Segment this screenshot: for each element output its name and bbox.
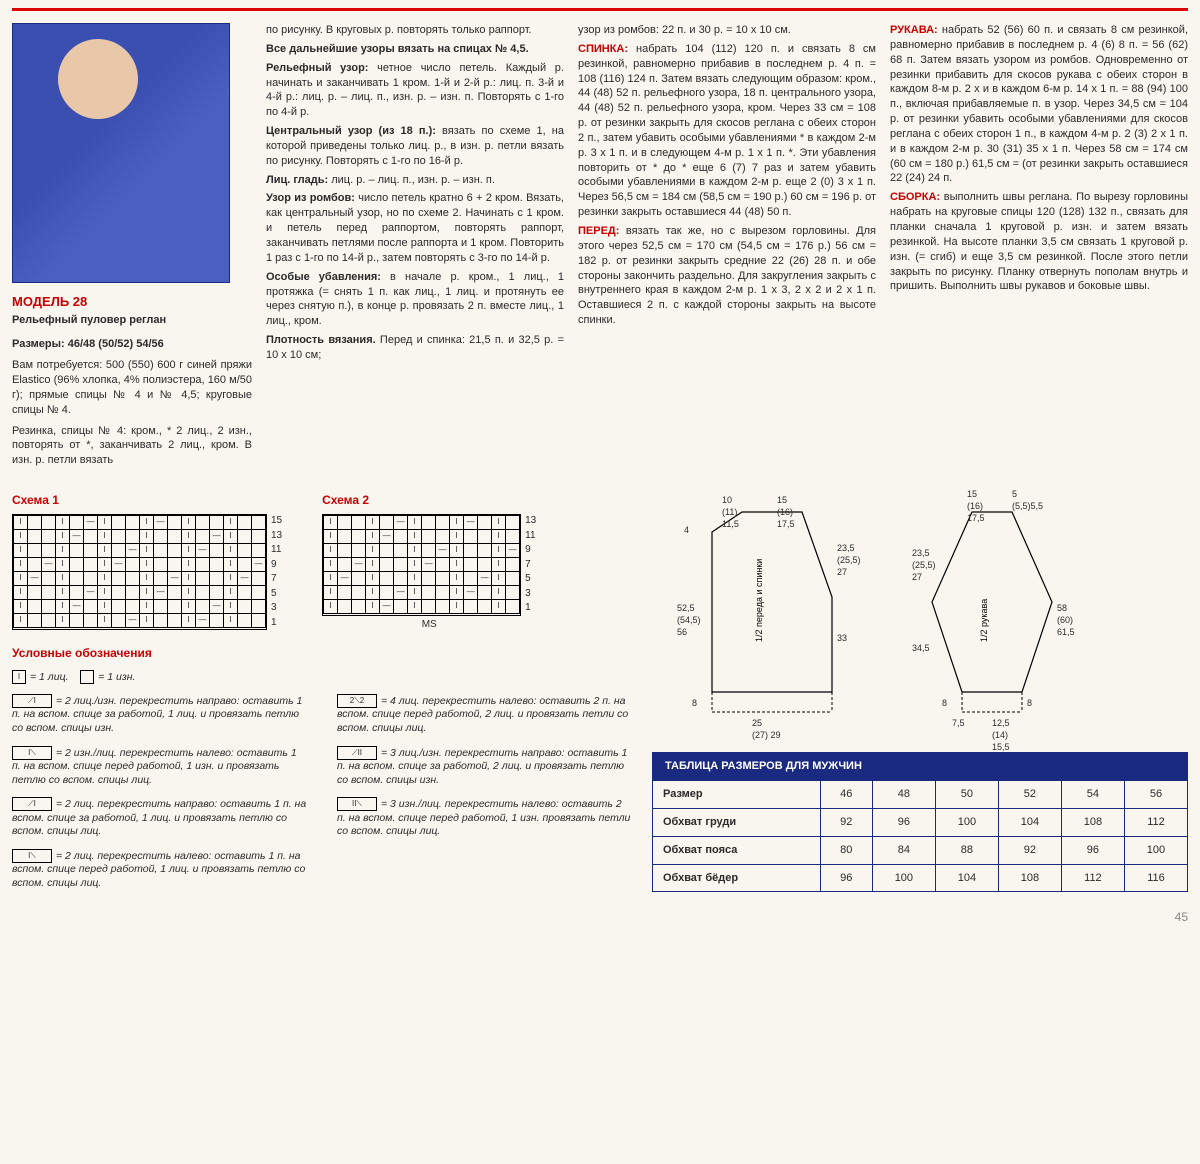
- column-4: РУКАВА: набрать 52 (56) 60 п. и связать …: [890, 23, 1188, 474]
- lower-section: Схема 1 II—II—IIII—III—IIII—II—II—II—III…: [12, 492, 1188, 901]
- sizes: Размеры: 46/48 (50/52) 54/56: [12, 337, 252, 352]
- c2-p4: Центральный узор (из 18 п.): вязать по с…: [266, 124, 564, 169]
- c2-p2: Все дальнейшие узоры вязать на спицах № …: [266, 42, 564, 57]
- sdim-hem: 8: [942, 697, 947, 709]
- dim-hem: 8: [692, 697, 697, 709]
- dim-w: 33: [837, 632, 847, 644]
- schema-row: Схема 1 II—II—IIII—III—IIII—II—II—II—III…: [12, 492, 632, 631]
- legend-col-left: ⟋I= 2 лиц./изн. перекрестить направо: ос…: [12, 694, 307, 901]
- legend-columns: ⟋I= 2 лиц./изн. перекрестить направо: ос…: [12, 694, 632, 901]
- c4-p2: СБОРКА: выполнить швы реглана. По вырезу…: [890, 190, 1188, 294]
- schema-1: Схема 1 II—II—IIII—III—IIII—II—II—II—III…: [12, 492, 282, 631]
- lower-left: Схема 1 II—II—IIII—III—IIII—II—II—II—III…: [12, 492, 632, 901]
- leg-l5: ⟋I= 2 лиц. перекрестить направо: оставит…: [12, 797, 307, 839]
- leg-r2: ⟋II= 3 лиц./изн. перекрестить направо: о…: [337, 746, 632, 788]
- leg-l3: ⟋I= 2 лиц./изн. перекрестить направо: ос…: [12, 694, 307, 736]
- sdim-tot: 58(60)61,5: [1057, 602, 1075, 638]
- model-photo: [12, 23, 230, 283]
- schema-1-grid: II—II—IIII—III—IIII—II—II—II—III—I—III—I…: [12, 514, 267, 630]
- size-table-header-row: Размер464850525456: [653, 780, 1188, 808]
- column-3: узор из ромбов: 22 п. и 30 р. = 10 х 10 …: [578, 23, 876, 474]
- leg-r1: 2⟍2= 4 лиц. перекрестить налево: оставит…: [337, 694, 632, 736]
- schema-2-labels: 131197531: [521, 514, 536, 616]
- size-hdr: 54: [1061, 780, 1124, 808]
- schema-1-title: Схема 1: [12, 492, 282, 508]
- body-label: 1/2 переда и спинки: [754, 559, 764, 642]
- sdim-tw: 15(16)17,5: [967, 488, 985, 524]
- yarn-req: Вам потребуется: 500 (550) 600 г синей п…: [12, 358, 252, 417]
- schema-2-grid: II—II—III—IIIIII—II—I—II—III—III—III—II—…: [322, 514, 521, 616]
- rib-spec: Резинка, спицы № 4: кром., * 2 лиц., 2 и…: [12, 424, 252, 469]
- sleeve-piece: 1/2 рукава 5(5,5)5,5 15(16)17,5 23,5(25,…: [912, 502, 1072, 725]
- c2-p7: Особые убавления: в начале р. кром., 1 л…: [266, 270, 564, 329]
- dim-tl: 10(11)11,5: [722, 494, 739, 530]
- leg-l6: I⟍= 2 лиц. перекрестить налево: оставить…: [12, 849, 307, 891]
- schema-2-title: Схема 2: [322, 492, 536, 508]
- model-name: Рельефный пуловер реглан: [12, 313, 252, 328]
- sdim-rag: 23,5(25,5)27: [912, 547, 936, 583]
- top-red-bar: [12, 8, 1188, 11]
- dim-bot: 25(27) 29: [752, 717, 781, 741]
- main-text-columns: МОДЕЛЬ 28 Рельефный пуловер реглан Разме…: [12, 23, 1188, 474]
- size-table-title: ТАБЛИЦА РАЗМЕРОВ ДЛЯ МУЖЧИН: [653, 753, 1188, 781]
- column-1: МОДЕЛЬ 28 Рельефный пуловер реглан Разме…: [12, 23, 252, 474]
- leg-l4: I⟍= 2 изн./лиц. перекрестить налево: ост…: [12, 746, 307, 788]
- c4-p1: РУКАВА: набрать 52 (56) 60 п. и связать …: [890, 23, 1188, 186]
- sdim-side: 34,5: [912, 642, 930, 654]
- ms-label: MS: [322, 618, 536, 632]
- sdim-bl: 7,5: [952, 717, 965, 729]
- size-hdr: 52: [998, 780, 1061, 808]
- size-hdr: 46: [820, 780, 872, 808]
- lower-right: 1/2 переда и спинки 10(11)11,5 15(16)17,…: [652, 492, 1188, 901]
- table-row: Обхват пояса8084889296100: [653, 836, 1188, 864]
- legend-basic: I= 1 лиц. = 1 изн.: [12, 670, 632, 684]
- dim-side: 52,5(54,5)56: [677, 602, 701, 638]
- schema-2: Схема 2 II—II—III—IIIIII—II—I—II—III—III…: [322, 492, 536, 631]
- c2-p8: Плотность вязания. Перед и спинка: 21,5 …: [266, 333, 564, 363]
- page-number: 45: [12, 909, 1188, 925]
- size-hdr: Размер: [653, 780, 821, 808]
- body-piece: 1/2 переда и спинки 10(11)11,5 15(16)17,…: [692, 502, 852, 725]
- pattern-diagram: 1/2 переда и спинки 10(11)11,5 15(16)17,…: [652, 492, 1188, 732]
- size-table: ТАБЛИЦА РАЗМЕРОВ ДЛЯ МУЖЧИН Размер464850…: [652, 752, 1188, 892]
- c3-p3: ПЕРЕД: вязать так же, но с вырезом горло…: [578, 224, 876, 328]
- size-hdr: 56: [1124, 780, 1187, 808]
- legend-title: Условные обозначения: [12, 645, 632, 661]
- c2-p3: Рельефный узор: четное число петель. Каж…: [266, 61, 564, 120]
- table-row: Обхват груди9296100104108112: [653, 808, 1188, 836]
- sleeve-label: 1/2 рукава: [979, 599, 989, 642]
- sdim-br: 12,5(14)15,5: [992, 717, 1010, 753]
- c2-p5: Лиц. гладь: лиц. р. – лиц. п., изн. р. –…: [266, 173, 564, 188]
- sdim-top: 5(5,5)5,5: [1012, 488, 1043, 512]
- table-row: Обхват бёдер96100104108112116: [653, 864, 1188, 892]
- leg-r3: II⟍= 3 изн./лиц. перекрестить налево: ос…: [337, 797, 632, 839]
- legend-col-right: 2⟍2= 4 лиц. перекрестить налево: оставит…: [337, 694, 632, 901]
- dim-tr: 15(16)17,5: [777, 494, 795, 530]
- size-hdr: 50: [935, 780, 998, 808]
- model-number: МОДЕЛЬ 28: [12, 293, 252, 311]
- c2-p6: Узор из ромбов: число петель кратно 6 + …: [266, 191, 564, 265]
- dim-neck: 4: [684, 524, 689, 536]
- size-hdr: 48: [872, 780, 935, 808]
- schema-1-labels: 15131197531: [267, 514, 282, 630]
- c2-p1: по рисунку. В круговых р. повторять толь…: [266, 23, 564, 38]
- sdim-hem2: 8: [1027, 697, 1032, 709]
- c3-p2: СПИНКА: набрать 104 (112) 120 п. и связа…: [578, 42, 876, 220]
- c3-p1: узор из ромбов: 22 п. и 30 р. = 10 х 10 …: [578, 23, 876, 38]
- column-2: по рисунку. В круговых р. повторять толь…: [266, 23, 564, 474]
- dim-rag: 23,5(25,5)27: [837, 542, 861, 578]
